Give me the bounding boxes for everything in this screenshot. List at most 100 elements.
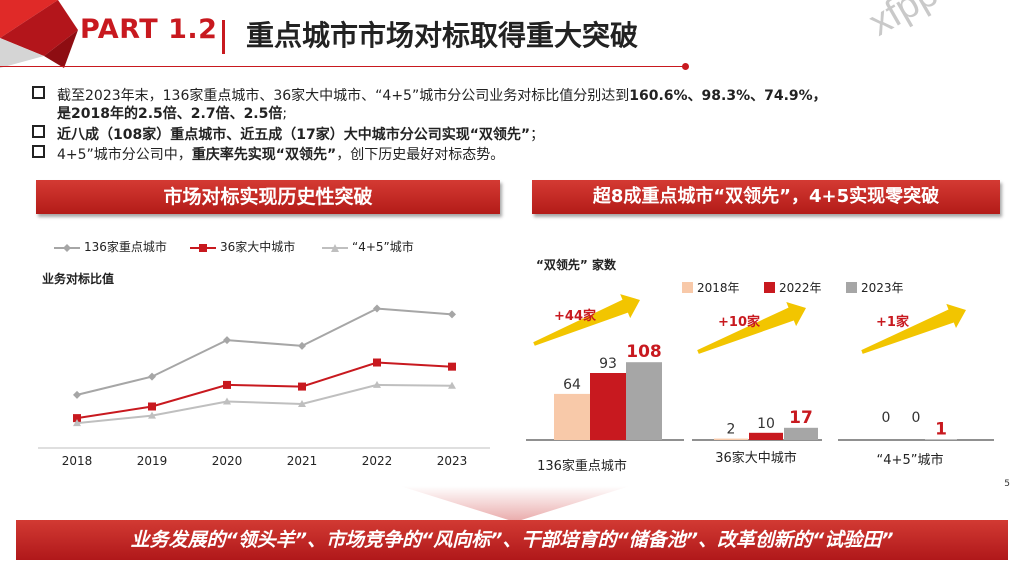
legend-label: 2018年 xyxy=(697,281,740,295)
legend-swatch-icon xyxy=(764,282,775,293)
bullet-text-bold: 近八成（108家）重点城市、近五成（17家）大中城市分公司实现“双领先” xyxy=(57,127,531,143)
bullet-3: 4+5”城市分公司中，重庆率先实现“双领先”，创下历史最好对标态势。 xyxy=(32,145,504,165)
bar-chart-title: “双领先” 家数 xyxy=(536,258,616,272)
series-45-cities-line xyxy=(76,383,453,425)
bullet-box-icon xyxy=(32,145,45,158)
title-divider xyxy=(222,20,225,54)
increment-label: +44家 xyxy=(554,308,597,324)
bar-legend-2022: 2022年 xyxy=(764,279,822,296)
line-chart-title: 业务对标比值 xyxy=(42,272,115,286)
series-mid-cities-point xyxy=(373,358,381,367)
bullet-text-bold: 160.6%、98.3%、74.9%， xyxy=(629,88,827,104)
series-key-cities-line xyxy=(76,307,453,396)
series-45-cities-point xyxy=(373,380,381,388)
line-chart: 2018 2019 2020 2021 2022 2023 xyxy=(38,304,490,468)
bar-legend-2018: 2018年 xyxy=(682,279,740,296)
legend-swatch-icon xyxy=(846,282,857,293)
legend-label: 2023年 xyxy=(861,281,904,295)
bullet-box-icon xyxy=(32,125,45,138)
bar-value-label: 0 xyxy=(882,410,891,426)
series-mid-cities-point xyxy=(298,382,306,391)
series-mid-cities-point xyxy=(148,402,156,411)
legend-label: “4+5”城市 xyxy=(352,240,414,254)
legend-item-mid-cities: 36家大中城市 xyxy=(190,238,295,255)
bar-value-label: 0 xyxy=(912,410,921,426)
bullet-text: 4+5”城市分公司中， xyxy=(57,147,192,163)
legend-marker-square-icon xyxy=(190,243,216,252)
legend-swatch-icon xyxy=(682,282,693,293)
legend-label: 36家大中城市 xyxy=(220,240,296,254)
increment-label: +10家 xyxy=(718,314,761,330)
page-title: 重点城市市场对标取得重大突破 xyxy=(246,19,639,52)
bar-2018年 xyxy=(714,438,748,440)
bullet-text: ； xyxy=(530,127,545,143)
series-45-cities-point xyxy=(448,381,456,389)
bar-2022年 xyxy=(749,432,783,440)
right-banner: 超8成重点城市“双领先”，4+5实现零突破 xyxy=(532,180,1000,214)
category-label: 36家大中城市 xyxy=(715,450,797,466)
bottom-band xyxy=(16,520,1008,560)
bar-legend-2023: 2023年 xyxy=(846,279,904,296)
down-arrow-decoration xyxy=(400,486,630,522)
series-key-cities-point xyxy=(148,372,156,381)
bullet-text-bold: 重庆率先实现“双领先” xyxy=(191,147,337,163)
bar-value-label: 2 xyxy=(727,422,736,438)
x-tick-label: 2018 xyxy=(62,454,93,468)
bullet-1: 截至2023年末，136家重点城市、36家大中城市、“4+5”城市分公司业务对标… xyxy=(32,86,827,106)
bar-value-label: 17 xyxy=(789,408,813,428)
series-key-cities-point xyxy=(448,310,456,319)
bullet-1-continuation: 是2018年的2.5倍、2.7倍、2.5倍; xyxy=(57,105,287,124)
legend-marker-triangle-icon xyxy=(322,243,348,252)
series-mid-cities-point xyxy=(73,414,81,423)
x-tick-label: 2020 xyxy=(212,454,243,468)
part-label: PART 1.2 xyxy=(80,14,218,45)
bar-value-label: 1 xyxy=(935,419,947,439)
increment-label: +1家 xyxy=(876,314,910,330)
header-underline xyxy=(0,66,686,67)
bar-2018年 xyxy=(554,393,590,440)
bullet-box-icon xyxy=(32,86,45,99)
bar-value-label: 108 xyxy=(626,342,662,362)
category-label: 136家重点城市 xyxy=(537,458,627,474)
legend-marker-diamond-icon xyxy=(54,243,80,252)
series-45-cities-point xyxy=(148,411,156,419)
bullet-text: ，创下历史最好对标态势。 xyxy=(336,147,505,163)
bar-value-label: 10 xyxy=(757,416,775,432)
series-mid-cities-line xyxy=(76,361,453,420)
series-key-cities-point xyxy=(373,304,381,313)
legend-item-key-cities: 136家重点城市 xyxy=(54,238,167,255)
series-mid-cities-point xyxy=(223,380,231,389)
bullet-text: ; xyxy=(282,106,288,122)
series-45-cities-point xyxy=(73,419,81,427)
bullet-text: 截至2023年末，136家重点城市、36家大中城市、“4+5”城市分公司业务对标… xyxy=(57,88,630,104)
series-key-cities-point xyxy=(223,336,231,345)
x-tick-label: 2022 xyxy=(362,454,393,468)
bottom-slogan: 业务发展的“领头羊”、市场竞争的“风向标”、干部培育的“储备池”、改革创新的“试… xyxy=(130,529,894,551)
increase-arrow-icon xyxy=(533,294,640,346)
bar-2023年 xyxy=(626,362,662,440)
increase-arrow-icon xyxy=(861,303,966,354)
bar-2022年 xyxy=(590,373,626,440)
header-underline-dot xyxy=(682,63,689,70)
page-number: 5 xyxy=(1004,479,1010,489)
left-banner: 市场对标实现历史性突破 xyxy=(36,180,500,214)
bullet-2: 近八成（108家）重点城市、近五成（17家）大中城市分公司实现“双领先”； xyxy=(32,125,544,145)
bar-value-label: 64 xyxy=(563,377,581,393)
series-key-cities-point xyxy=(73,390,81,399)
corner-decoration xyxy=(0,0,78,68)
bar-2023年 xyxy=(784,427,818,440)
series-key-cities-point xyxy=(298,341,306,350)
series-mid-cities-point xyxy=(448,362,456,371)
x-tick-label: 2019 xyxy=(137,454,168,468)
legend-item-45-cities: “4+5”城市 xyxy=(322,238,414,255)
watermark: xfppt.com xyxy=(862,0,1024,45)
series-45-cities-point xyxy=(223,397,231,405)
category-label: “4+5”城市 xyxy=(877,452,944,468)
bullet-text-bold: 是2018年的2.5倍、2.7倍、2.5倍 xyxy=(57,106,283,122)
legend-label: 136家重点城市 xyxy=(84,240,167,254)
increase-arrow-icon xyxy=(697,302,806,354)
x-tick-label: 2021 xyxy=(287,454,318,468)
bar-2023年 xyxy=(925,439,957,440)
series-45-cities-point xyxy=(298,400,306,408)
